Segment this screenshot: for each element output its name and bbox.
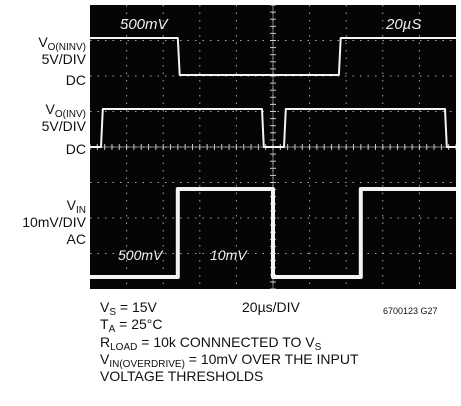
note-load-main: R — [100, 334, 111, 350]
ch3-scale: 10mV/DIV — [22, 214, 86, 230]
trace-vout-inverting — [90, 108, 456, 148]
note-load: RLOAD = 10k CONNNECTED TO VS — [100, 334, 322, 353]
ch2-label-main: V — [45, 101, 55, 117]
note-overdrive-sub: IN(OVERDRIVE) — [109, 359, 185, 370]
ch2-scale: 5V/DIV — [41, 118, 86, 134]
ch2-label-sub: O(INV) — [54, 109, 86, 120]
screen-text-bottom-left: 500mV — [118, 247, 164, 263]
ch3-label: VIN 10mV/DIV AC — [22, 197, 86, 248]
ch1-scale: 5V/DIV — [41, 51, 86, 67]
note-temperature-value: = 25°C — [115, 316, 163, 332]
note-supply: VS = 15V — [100, 299, 157, 318]
ch3-coupling: AC — [66, 231, 86, 247]
note-overdrive-main: V — [100, 351, 110, 367]
trace-vin — [90, 187, 456, 279]
trace-vout-noninverting — [90, 37, 456, 76]
ch3-label-sub: IN — [76, 205, 86, 216]
ch1-label: VO(NINV) 5V/DIV DC — [38, 34, 86, 89]
note-load-sub: LOAD — [110, 342, 138, 353]
note-supply-sub: S — [109, 307, 117, 318]
note-temperature-main: T — [100, 316, 109, 332]
traces — [90, 37, 456, 279]
note-timebase: 20µs/DIV — [242, 299, 300, 315]
note-supply-value: = 15V — [116, 299, 157, 315]
note-overdrive: VIN(OVERDRIVE) = 10mV OVER THE INPUT — [100, 351, 359, 370]
ch3-label-main: V — [66, 197, 76, 213]
ch1-label-sub: O(NINV) — [47, 42, 86, 53]
oscilloscope-screen: 500mV 20µS 500mV 10mV — [90, 5, 456, 289]
ch2-coupling: DC — [65, 141, 86, 157]
screen-text-bottom-mid: 10mV — [210, 247, 248, 263]
screen-text-top-right: 20µS — [385, 16, 421, 33]
figure-id: 6700123 G27 — [383, 306, 438, 316]
screen-text-top-left: 500mV — [120, 16, 170, 33]
note-overdrive-line2: VOLTAGE THRESHOLDS — [100, 368, 264, 384]
note-load-sub2: S — [314, 342, 322, 353]
note-load-value: = 10k CONNNECTED TO V — [137, 334, 315, 350]
ch2-label: VO(INV) 5V/DIV DC — [42, 101, 86, 158]
ch1-label-main: V — [38, 34, 48, 50]
note-supply-main: V — [100, 299, 110, 315]
ch1-coupling: DC — [65, 72, 86, 88]
note-temperature: TA = 25°C — [100, 316, 163, 335]
note-overdrive-value: = 10mV OVER THE INPUT — [184, 351, 359, 367]
note-temperature-sub: A — [108, 324, 116, 335]
